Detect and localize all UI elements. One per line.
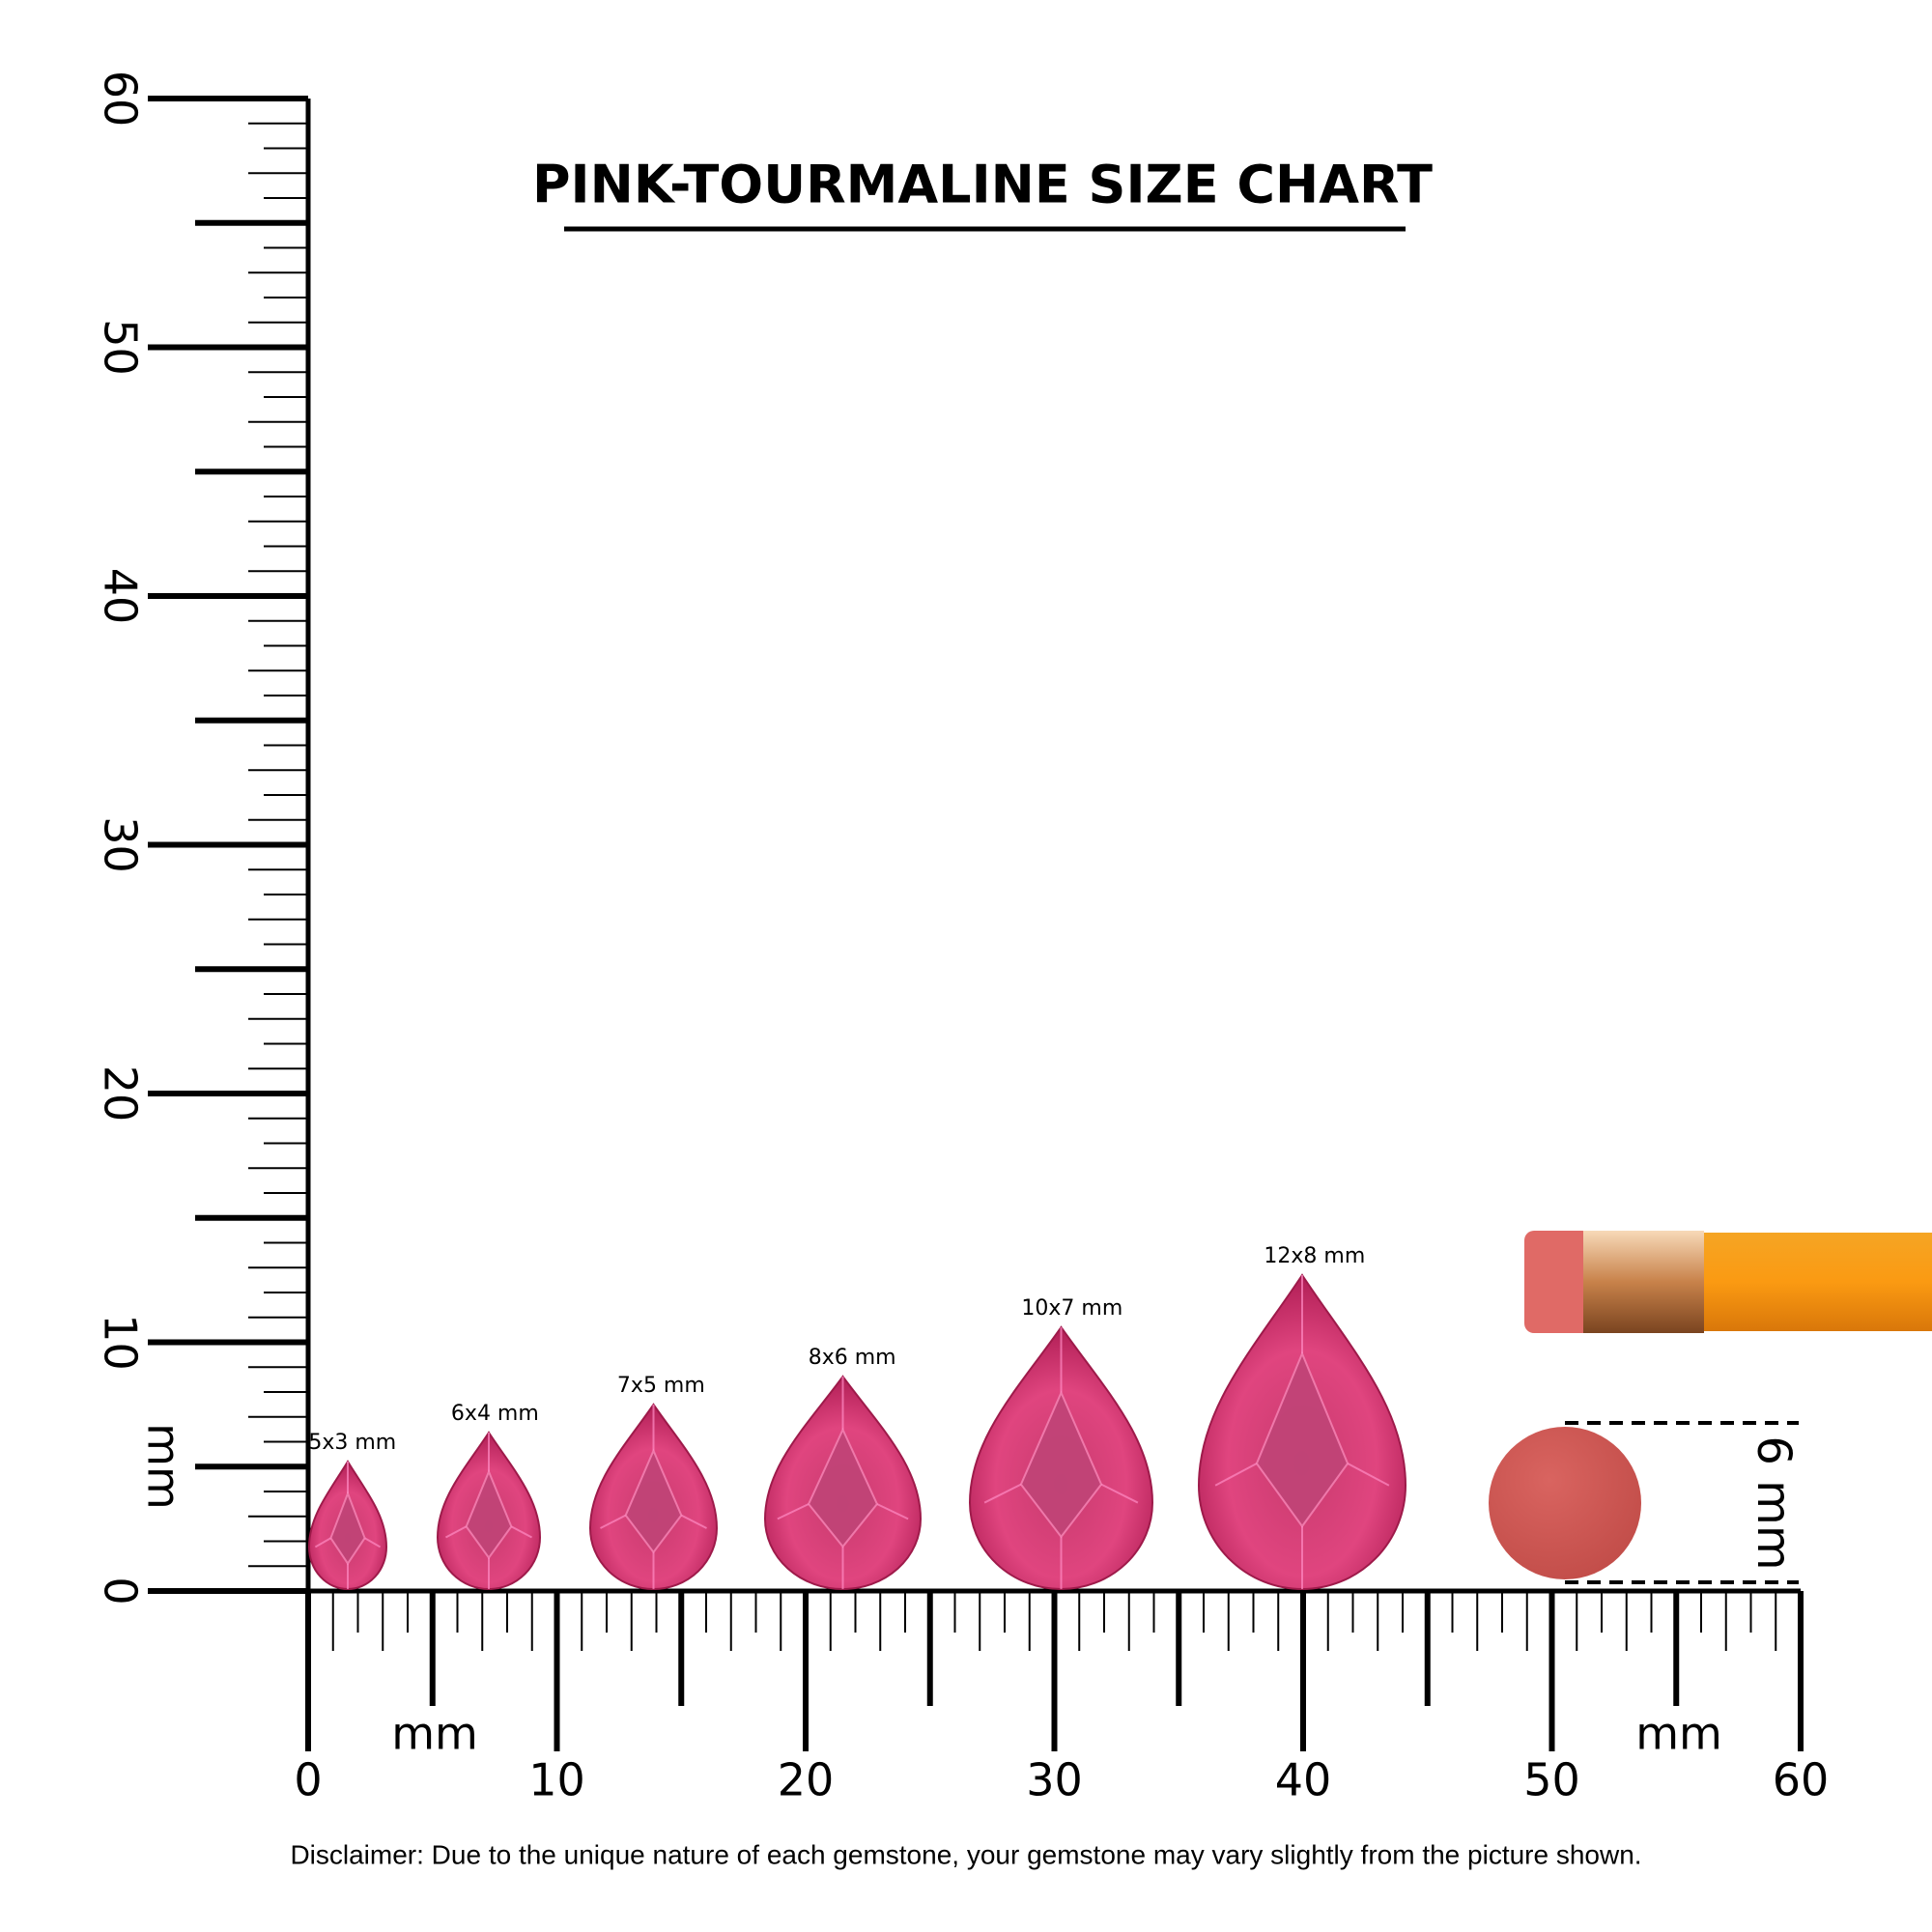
ruler-label: 40 [1275, 1754, 1332, 1806]
gem-label: 7x5 mm [617, 1374, 705, 1398]
reference-dot [1489, 1427, 1641, 1579]
ruler-label: 40 [95, 568, 147, 625]
ruler-label: 50 [95, 319, 147, 376]
pencil-eraser [1524, 1231, 1592, 1333]
gem-facet-lines [445, 1433, 532, 1589]
ruler-label: 60 [95, 71, 147, 128]
bottom-unit: mm [391, 1708, 478, 1760]
gem-facet-lines [600, 1405, 707, 1589]
gem-facet-lines [1214, 1275, 1390, 1589]
left-unit: mm [138, 1423, 190, 1510]
ruler-label: 20 [95, 1065, 147, 1122]
disclaimer: Disclaimer: Due to the unique nature of … [290, 1839, 1641, 1869]
title: PINK-TOURMALINE SIZE CHART [532, 155, 1433, 215]
bottom-unit: mm [1635, 1708, 1722, 1760]
ruler-label: 50 [1523, 1754, 1580, 1806]
gem-facet-lines [983, 1327, 1139, 1589]
ruler-label: 30 [1026, 1754, 1083, 1806]
ruler-label: 60 [1773, 1754, 1830, 1806]
gem-label: 8x6 mm [809, 1346, 896, 1370]
gem-label: 10x7 mm [1021, 1296, 1122, 1321]
pencil-body [1704, 1233, 1932, 1331]
ruler-label: 0 [294, 1754, 322, 1806]
ruler-label: 10 [528, 1754, 585, 1806]
gem-label: 5x3 mm [308, 1431, 396, 1455]
gem-label: 6x4 mm [451, 1402, 539, 1426]
gem-facet-lines [777, 1377, 909, 1589]
ruler-label: 30 [95, 816, 147, 873]
ruler-label: 10 [95, 1314, 147, 1371]
ruler-label: 20 [778, 1754, 835, 1806]
reference-label: 6 mm [1747, 1435, 1801, 1570]
gem-facet-lines [314, 1462, 382, 1589]
gem-label: 12x8 mm [1264, 1244, 1365, 1268]
ruler-label: 0 [95, 1577, 147, 1605]
pencil-ferrule [1583, 1231, 1704, 1333]
